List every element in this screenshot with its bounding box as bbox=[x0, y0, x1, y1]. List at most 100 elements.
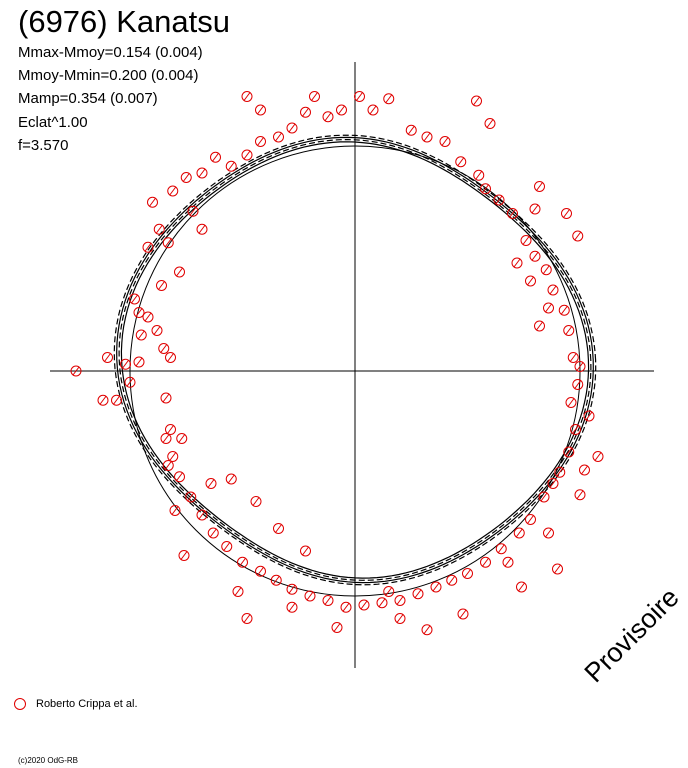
data-point-errorbar bbox=[545, 528, 552, 538]
data-point-marker bbox=[97, 394, 109, 406]
data-point-errorbar bbox=[198, 168, 206, 178]
data-point-marker bbox=[160, 433, 172, 444]
data-point-marker bbox=[322, 595, 334, 606]
data-point bbox=[462, 568, 473, 579]
data-point-marker bbox=[300, 545, 311, 557]
data-point-marker bbox=[570, 424, 581, 435]
data-point-errorbar bbox=[306, 591, 314, 601]
data-point bbox=[255, 565, 266, 577]
data-point bbox=[124, 376, 136, 388]
data-point-errorbar bbox=[144, 242, 152, 252]
data-point-marker bbox=[129, 293, 140, 305]
data-point bbox=[135, 329, 147, 341]
data-point-marker bbox=[563, 325, 575, 336]
data-point-errorbar bbox=[459, 609, 467, 619]
data-point bbox=[133, 356, 145, 368]
data-point-marker bbox=[178, 550, 190, 561]
data-point-marker bbox=[196, 167, 208, 179]
data-point bbox=[165, 352, 176, 363]
data-point-marker bbox=[241, 613, 253, 624]
data-point bbox=[158, 343, 170, 354]
data-point bbox=[534, 320, 545, 332]
data-points bbox=[70, 91, 604, 636]
data-point bbox=[507, 208, 518, 219]
data-point-errorbar bbox=[396, 596, 404, 605]
data-point bbox=[286, 583, 298, 595]
data-point-errorbar bbox=[594, 452, 602, 461]
data-point-marker bbox=[273, 131, 284, 143]
data-point-marker bbox=[480, 556, 491, 568]
data-point-marker bbox=[592, 451, 604, 462]
data-point-errorbar bbox=[99, 395, 107, 405]
data-point bbox=[383, 586, 395, 597]
data-point bbox=[102, 352, 113, 363]
data-point bbox=[383, 93, 395, 105]
data-point bbox=[446, 574, 458, 586]
data-point-errorbar bbox=[311, 92, 318, 101]
data-point-errorbar bbox=[342, 602, 350, 612]
data-point bbox=[552, 563, 563, 575]
data-point-errorbar bbox=[457, 157, 465, 167]
data-point bbox=[97, 394, 109, 406]
data-point-marker bbox=[241, 149, 253, 161]
data-point bbox=[187, 205, 199, 217]
data-point-marker bbox=[543, 302, 554, 314]
data-point bbox=[129, 293, 140, 305]
data-point-marker bbox=[473, 169, 485, 181]
data-point-marker bbox=[579, 464, 590, 476]
data-point-errorbar bbox=[441, 137, 449, 146]
data-point bbox=[273, 523, 284, 534]
data-point-errorbar bbox=[585, 411, 593, 421]
data-point bbox=[495, 543, 507, 555]
data-point-errorbar bbox=[545, 303, 552, 313]
data-point bbox=[286, 601, 298, 613]
data-point bbox=[210, 151, 221, 163]
data-point-marker bbox=[255, 104, 266, 116]
param-frequency: f=3.570 bbox=[18, 137, 69, 154]
data-point-errorbar bbox=[567, 398, 575, 407]
data-point-errorbar bbox=[549, 479, 557, 488]
data-point bbox=[520, 235, 532, 246]
data-point-errorbar bbox=[288, 584, 296, 594]
data-point bbox=[511, 257, 523, 269]
data-point-marker bbox=[221, 541, 233, 552]
data-point-errorbar bbox=[302, 546, 309, 556]
data-point bbox=[133, 307, 145, 318]
data-point bbox=[241, 613, 253, 624]
data-point bbox=[300, 545, 311, 557]
data-point-errorbar bbox=[227, 474, 235, 484]
data-point-marker bbox=[210, 151, 221, 163]
data-point-marker bbox=[567, 352, 579, 363]
data-point bbox=[547, 284, 559, 296]
data-point bbox=[540, 264, 552, 276]
param-mmax-mmoy: Mmax-Mmoy=0.154 (0.004) bbox=[18, 44, 203, 61]
data-point-errorbar bbox=[495, 195, 503, 205]
data-point-errorbar bbox=[272, 575, 280, 585]
data-point bbox=[225, 473, 237, 485]
data-point-errorbar bbox=[239, 557, 246, 567]
data-point-errorbar bbox=[257, 105, 264, 115]
data-point-errorbar bbox=[113, 395, 120, 405]
copyright: (c)2020 OdG-RB bbox=[18, 756, 79, 765]
data-point-errorbar bbox=[369, 105, 377, 115]
data-point-marker bbox=[133, 356, 145, 368]
data-point-marker bbox=[237, 556, 248, 568]
data-point bbox=[480, 556, 491, 568]
data-point bbox=[547, 478, 559, 489]
data-point-marker bbox=[322, 111, 334, 123]
data-point-marker bbox=[286, 122, 298, 134]
data-point-errorbar bbox=[243, 150, 251, 160]
data-point-errorbar bbox=[569, 353, 577, 362]
data-point bbox=[558, 304, 570, 316]
data-point-errorbar bbox=[153, 326, 161, 335]
data-point-marker bbox=[207, 527, 219, 539]
data-point-marker bbox=[493, 194, 505, 206]
data-point-errorbar bbox=[513, 258, 521, 268]
data-point-marker bbox=[232, 586, 244, 597]
data-point-marker bbox=[135, 329, 147, 341]
data-point bbox=[151, 325, 163, 336]
data-point-marker bbox=[552, 563, 563, 575]
data-point bbox=[570, 424, 581, 435]
data-point-marker bbox=[309, 91, 320, 102]
chart-title: (6976) Kanatsu bbox=[18, 4, 230, 39]
